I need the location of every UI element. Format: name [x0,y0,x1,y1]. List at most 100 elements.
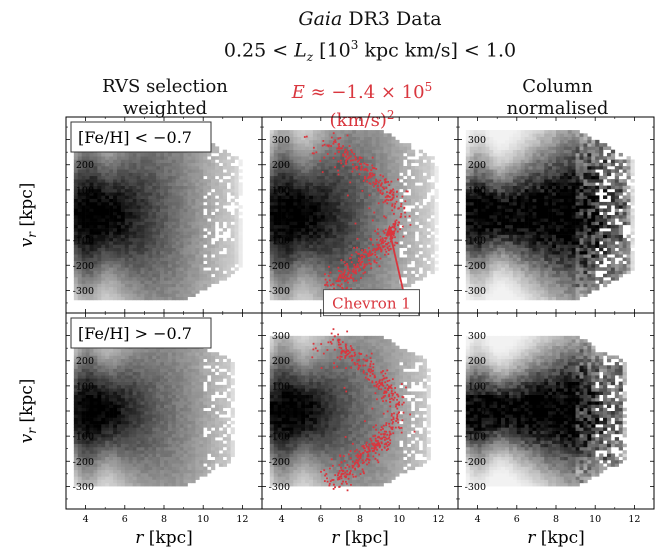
heatmap-cell [387,182,392,186]
heatmap-cell [93,221,98,226]
heatmap-cell [164,280,169,284]
heatmap-cell [164,159,169,164]
heatmap-cell [485,273,490,278]
heatmap-cell [348,205,353,209]
heatmap-cell [383,136,388,141]
heatmap-cell [160,286,165,291]
overlay-point [364,265,366,268]
heatmap-cell [81,231,86,235]
heatmap-cell [136,211,141,216]
heatmap-cell [289,211,294,216]
heatmap-cell [101,250,106,255]
heatmap-cell [289,156,294,160]
heatmap-cell [164,273,169,278]
heatmap-cell [379,201,384,206]
heatmap-cell [164,241,169,245]
heatmap-cell [356,162,361,167]
heatmap-cell [371,159,376,164]
heatmap-cell [199,280,204,284]
heatmap-cell [238,237,243,242]
heatmap-cell [187,185,192,190]
heatmap-cell [407,228,412,232]
heatmap-cell [485,260,490,265]
heatmap-cell [410,215,416,219]
heatmap-cell [187,237,192,242]
heatmap-cell [230,159,235,164]
heatmap-cell [348,267,353,271]
heatmap-cell [211,192,216,196]
heatmap-cell [418,195,424,199]
heatmap-cell [320,234,326,239]
heatmap-cell [320,257,326,262]
heatmap-cell [410,273,416,278]
overlay-point [399,216,402,219]
heatmap-cell [230,264,235,268]
heatmap-cell [132,231,137,235]
heatmap-cell [352,175,357,180]
heatmap-cell [312,136,318,141]
heatmap-cell [140,286,145,291]
heatmap-cell [105,179,110,183]
heatmap-cell [148,192,153,196]
heatmap-cell [148,237,153,242]
heatmap-cell [383,162,388,167]
heatmap-cell [73,260,79,265]
heatmap-cell [418,260,424,265]
heatmap-cell [273,228,278,232]
heatmap-cell [344,205,349,209]
heatmap-cell [336,215,341,219]
heatmap-cell [489,280,494,284]
heatmap-cell [356,175,361,180]
heatmap-cell [481,198,486,203]
heatmap-cell [144,208,149,213]
heatmap-cell [391,179,396,183]
heatmap-cell [109,198,114,203]
heatmap-cell [360,234,365,239]
heatmap-cell [301,254,306,258]
heatmap-cell [328,267,333,271]
heatmap-cell [113,156,118,160]
heatmap-cell [120,208,126,213]
heatmap-cell [379,264,384,268]
heatmap-cell [305,146,310,150]
heatmap-cell [175,218,180,222]
heatmap-cell [414,277,420,281]
heatmap-cell [285,231,290,235]
heatmap-cell [113,208,118,213]
heatmap-cell [77,237,82,242]
heatmap-cell [312,156,318,160]
heatmap-cell [399,143,404,147]
heatmap-cell [477,215,482,219]
heatmap-cell [371,286,376,291]
overlay-point [360,277,362,279]
heatmap-cell [97,241,102,245]
heatmap-cell [191,179,196,183]
heatmap-cell [128,166,133,170]
heatmap-cell [305,130,310,134]
heatmap-cell [199,257,204,262]
heatmap-cell [418,211,424,216]
heatmap-cell [109,224,114,229]
heatmap-cell [77,179,82,183]
heatmap-cell [136,273,141,278]
heatmap-cell [171,208,177,213]
heatmap-cell [116,215,122,219]
heatmap-cell [89,231,94,235]
heatmap-cell [328,215,333,219]
heatmap-cell [293,133,298,137]
heatmap-cell [109,192,114,196]
heatmap-cell [289,247,294,252]
heatmap-cell [101,280,106,284]
heatmap-cell [144,296,149,301]
heatmap-cell [222,208,228,213]
heatmap-cell [387,215,392,219]
heatmap-cell [348,247,353,252]
overlay-point [401,195,404,198]
heatmap-cell [105,211,110,216]
heatmap-cell [160,247,165,252]
overlay-point [373,260,376,263]
heatmap-cell [152,241,157,245]
heatmap-cell [407,149,412,154]
heatmap-cell [387,280,392,284]
heatmap-cell [418,156,424,160]
